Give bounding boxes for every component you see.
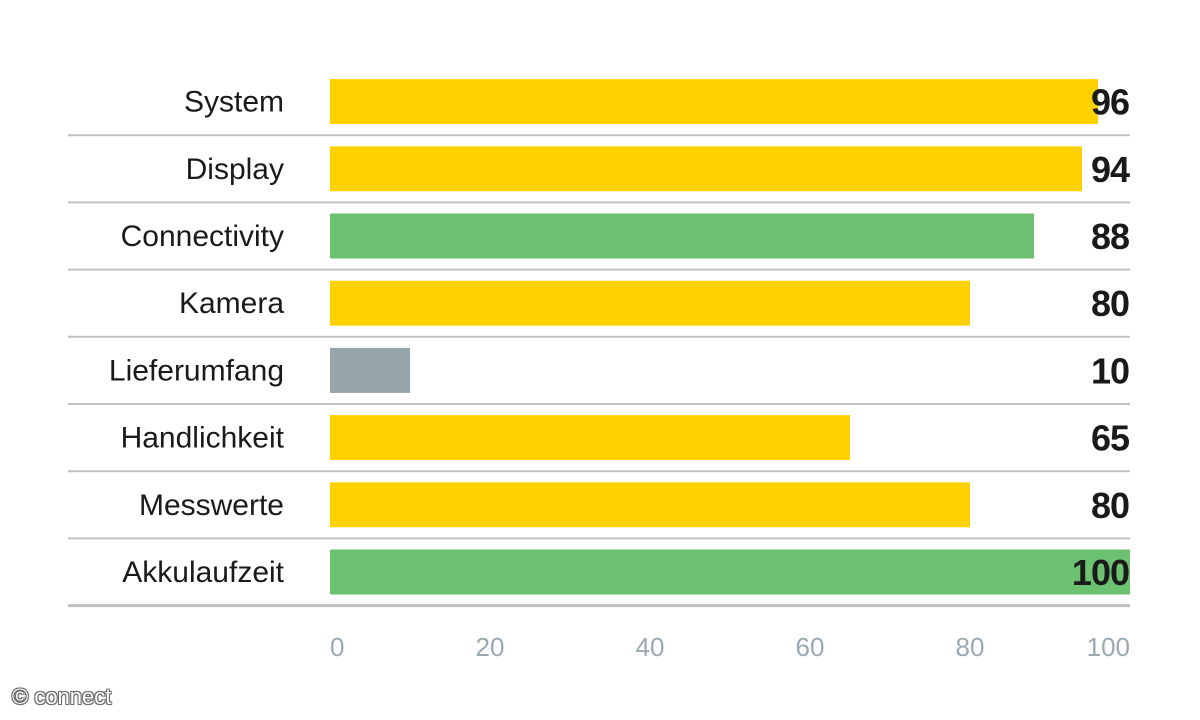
value-label-system: 96 xyxy=(1091,82,1129,123)
x-tick-label-0: 0 xyxy=(330,632,344,662)
bars-group xyxy=(330,79,1130,595)
x-tick-label-60: 60 xyxy=(796,632,825,662)
value-label-handlichkeit: 65 xyxy=(1091,418,1130,459)
category-labels: System Display Connectivity Kamera Lieferumf… xyxy=(109,86,285,589)
x-tick-label-100: 100 xyxy=(1087,632,1130,662)
value-labels: 96 94 88 80 10 65 80 100 xyxy=(1072,82,1131,593)
bar-display xyxy=(330,146,1082,192)
value-label-display: 94 xyxy=(1091,149,1130,190)
bar-messwerte xyxy=(330,482,970,528)
x-tick-label-20: 20 xyxy=(476,632,505,662)
category-label-handlichkeit: Handlichkeit xyxy=(121,422,285,455)
category-label-connectivity: Connectivity xyxy=(121,220,284,253)
row-separators xyxy=(68,134,1130,608)
bar-kamera xyxy=(330,280,970,326)
x-tick-label-80: 80 xyxy=(956,632,985,662)
bar-akkulaufzeit xyxy=(330,549,1130,595)
value-label-messwerte: 80 xyxy=(1091,485,1129,526)
bar-handlichkeit xyxy=(330,415,850,461)
bar-system xyxy=(330,79,1098,125)
x-axis-ticks: 0 20 40 60 80 100 xyxy=(330,632,1130,662)
category-label-messwerte: Messwerte xyxy=(139,489,284,522)
category-label-system: System xyxy=(184,86,284,119)
bar-connectivity xyxy=(330,213,1034,259)
category-label-kamera: Kamera xyxy=(179,287,284,320)
value-label-lieferumfang: 10 xyxy=(1091,350,1129,391)
copyright-watermark: © connect xyxy=(12,684,112,709)
value-label-connectivity: 88 xyxy=(1091,216,1129,257)
value-label-kamera: 80 xyxy=(1091,283,1129,324)
category-label-akkulaufzeit: Akkulaufzeit xyxy=(122,556,284,589)
category-label-lieferumfang: Lieferumfang xyxy=(109,354,284,387)
bar-lieferumfang xyxy=(330,347,410,393)
category-label-display: Display xyxy=(186,153,284,186)
x-tick-label-40: 40 xyxy=(636,632,665,662)
value-label-akkulaufzeit: 100 xyxy=(1072,552,1129,593)
